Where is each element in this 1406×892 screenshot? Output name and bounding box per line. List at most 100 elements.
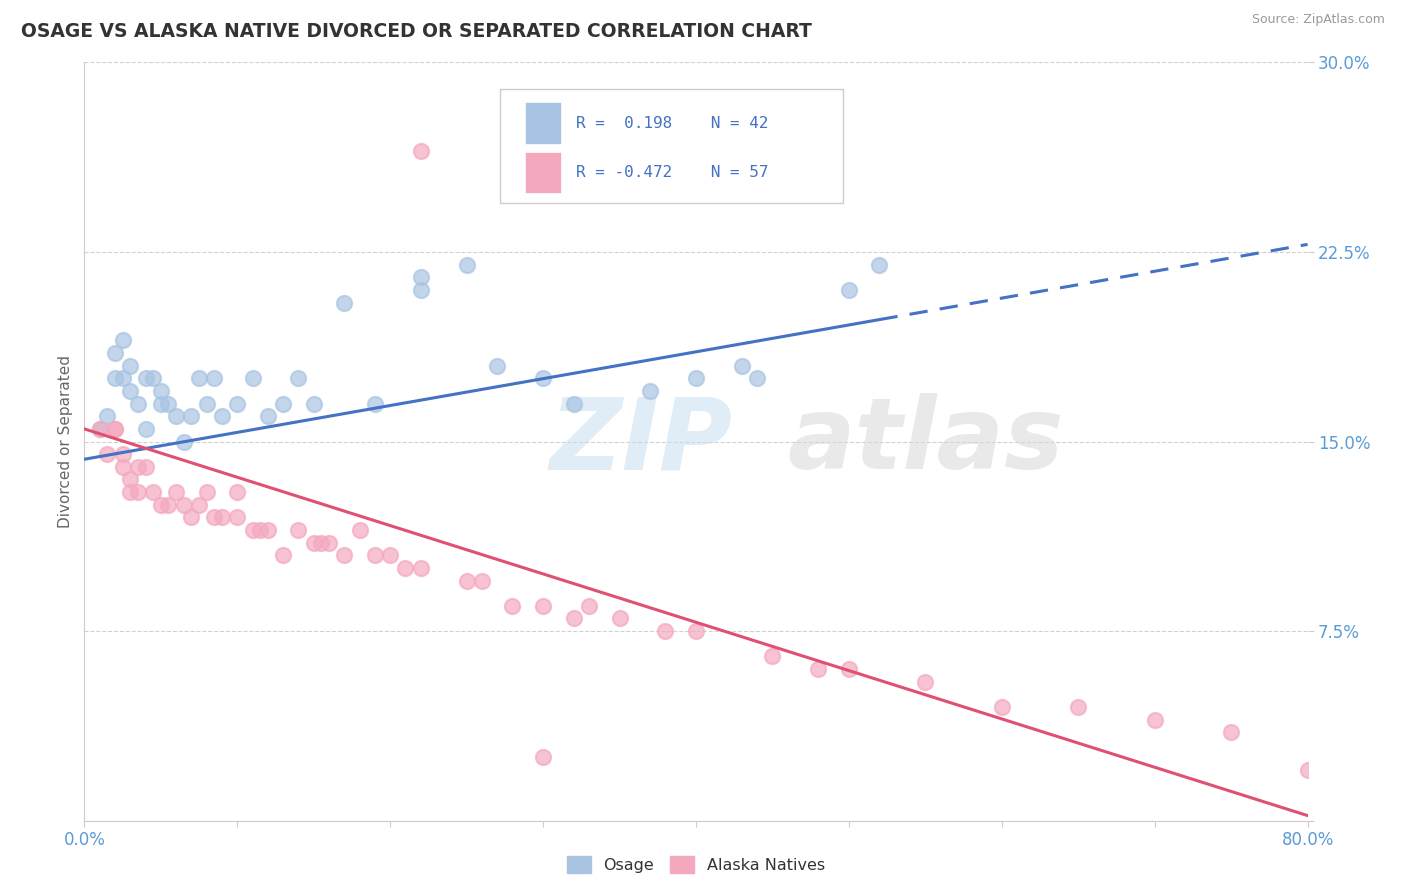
Text: ZIP: ZIP bbox=[550, 393, 733, 490]
Point bbox=[380, 548, 402, 563]
Point bbox=[104, 422, 127, 436]
Point bbox=[173, 434, 195, 449]
Legend: Osage, Alaska Natives: Osage, Alaska Natives bbox=[558, 848, 834, 881]
Point bbox=[257, 523, 280, 537]
Point bbox=[838, 662, 860, 676]
Point bbox=[111, 371, 134, 385]
Point bbox=[1296, 763, 1319, 777]
Point bbox=[271, 548, 294, 563]
Point bbox=[165, 485, 187, 500]
Point bbox=[120, 485, 142, 500]
Point bbox=[120, 473, 142, 487]
Point bbox=[135, 459, 157, 474]
Point bbox=[157, 498, 180, 512]
Point bbox=[104, 346, 127, 360]
Point bbox=[731, 359, 754, 373]
Point bbox=[807, 662, 830, 676]
Point bbox=[180, 409, 202, 424]
Point bbox=[364, 396, 387, 410]
Point bbox=[188, 371, 211, 385]
Point bbox=[96, 447, 118, 461]
Point bbox=[135, 422, 157, 436]
Point bbox=[165, 409, 187, 424]
Point bbox=[135, 371, 157, 385]
Point bbox=[142, 485, 165, 500]
Point bbox=[120, 359, 142, 373]
Point bbox=[471, 574, 494, 588]
Point bbox=[249, 523, 271, 537]
Point bbox=[562, 611, 585, 625]
Point bbox=[394, 561, 416, 575]
Point bbox=[242, 523, 264, 537]
Point bbox=[142, 371, 165, 385]
Point bbox=[287, 371, 309, 385]
Point bbox=[157, 396, 180, 410]
Point bbox=[318, 535, 340, 549]
Point bbox=[609, 611, 631, 625]
Point bbox=[226, 510, 249, 524]
Text: R =  0.198    N = 42: R = 0.198 N = 42 bbox=[576, 116, 769, 130]
Point bbox=[111, 447, 134, 461]
Point bbox=[96, 409, 118, 424]
Point bbox=[127, 459, 149, 474]
Point bbox=[287, 523, 309, 537]
Text: OSAGE VS ALASKA NATIVE DIVORCED OR SEPARATED CORRELATION CHART: OSAGE VS ALASKA NATIVE DIVORCED OR SEPAR… bbox=[21, 22, 813, 41]
Point bbox=[456, 258, 478, 272]
Point bbox=[685, 624, 707, 639]
Point bbox=[195, 396, 218, 410]
Point bbox=[1220, 725, 1243, 739]
Point bbox=[409, 144, 432, 158]
Point bbox=[333, 295, 356, 310]
Point bbox=[257, 409, 280, 424]
Text: R = -0.472    N = 57: R = -0.472 N = 57 bbox=[576, 165, 769, 180]
Point bbox=[349, 523, 371, 537]
FancyBboxPatch shape bbox=[501, 89, 842, 202]
Point bbox=[1143, 713, 1166, 727]
Point bbox=[271, 396, 294, 410]
Point bbox=[111, 334, 134, 348]
Point bbox=[104, 422, 127, 436]
Point bbox=[838, 283, 860, 297]
Text: Source: ZipAtlas.com: Source: ZipAtlas.com bbox=[1251, 13, 1385, 27]
Point bbox=[409, 561, 432, 575]
Point bbox=[302, 396, 325, 410]
Point bbox=[311, 535, 333, 549]
Point bbox=[173, 498, 195, 512]
Point bbox=[364, 548, 387, 563]
Point bbox=[409, 283, 432, 297]
Point bbox=[149, 396, 172, 410]
Point bbox=[456, 574, 478, 588]
Point bbox=[202, 371, 225, 385]
Point bbox=[202, 510, 225, 524]
Point bbox=[149, 384, 172, 398]
Point bbox=[111, 459, 134, 474]
Point bbox=[486, 359, 509, 373]
Point bbox=[1067, 699, 1090, 714]
Point bbox=[578, 599, 600, 613]
Point bbox=[89, 422, 111, 436]
Point bbox=[180, 510, 202, 524]
Point bbox=[531, 599, 554, 613]
Text: atlas: atlas bbox=[787, 393, 1064, 490]
Point bbox=[333, 548, 356, 563]
Point bbox=[120, 384, 142, 398]
Point bbox=[502, 599, 524, 613]
Point bbox=[211, 409, 233, 424]
Point bbox=[914, 674, 936, 689]
Point bbox=[531, 371, 554, 385]
Point bbox=[242, 371, 264, 385]
Point bbox=[409, 270, 432, 285]
Point bbox=[127, 485, 149, 500]
Point bbox=[747, 371, 769, 385]
Point bbox=[89, 422, 111, 436]
Y-axis label: Divorced or Separated: Divorced or Separated bbox=[58, 355, 73, 528]
FancyBboxPatch shape bbox=[524, 103, 561, 144]
Point bbox=[638, 384, 661, 398]
Point bbox=[127, 396, 149, 410]
Point bbox=[654, 624, 676, 639]
Point bbox=[761, 649, 783, 664]
Point bbox=[685, 371, 707, 385]
Point bbox=[991, 699, 1014, 714]
Point bbox=[188, 498, 211, 512]
Point bbox=[531, 750, 554, 764]
